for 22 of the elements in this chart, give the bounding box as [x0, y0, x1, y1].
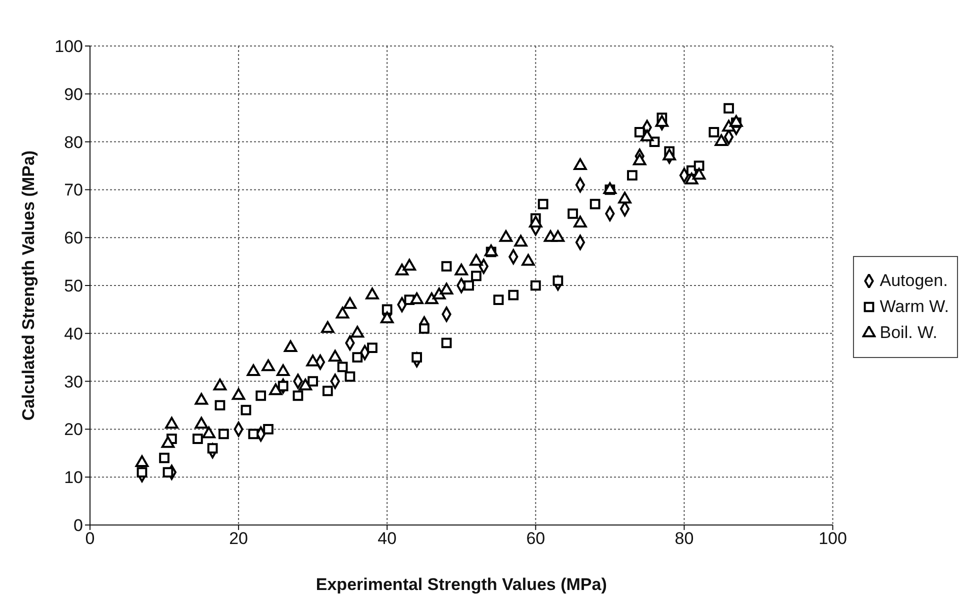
- y-tick-label: 70: [64, 180, 83, 200]
- y-tick-label: 80: [64, 132, 83, 152]
- y-tick-label: 100: [54, 37, 83, 56]
- x-tick-label: 60: [526, 529, 546, 548]
- y-tick-label: 0: [74, 516, 83, 536]
- y-tick-label: 50: [64, 276, 83, 296]
- x-tick-label: 100: [818, 529, 847, 548]
- y-tick-label: 90: [64, 84, 83, 104]
- y-tick-label: 30: [64, 372, 83, 392]
- x-tick-label: 20: [229, 529, 248, 548]
- x-tick-label: 80: [674, 529, 694, 548]
- x-tick-label: 40: [378, 529, 397, 548]
- y-tick-label: 10: [64, 468, 83, 488]
- y-axis-title: Calculated Strength Values (MPa): [19, 150, 38, 421]
- legend-label: Warm W.: [880, 296, 949, 316]
- x-axis-title: Experimental Strength Values (MPa): [316, 575, 607, 594]
- legend-label: Boil. W.: [880, 322, 938, 342]
- y-tick-label: 40: [64, 324, 83, 344]
- legend-label: Autogen.: [880, 270, 948, 290]
- y-tick-label: 60: [64, 228, 83, 248]
- y-tick-label: 20: [64, 420, 83, 440]
- x-tick-label: 0: [85, 529, 95, 548]
